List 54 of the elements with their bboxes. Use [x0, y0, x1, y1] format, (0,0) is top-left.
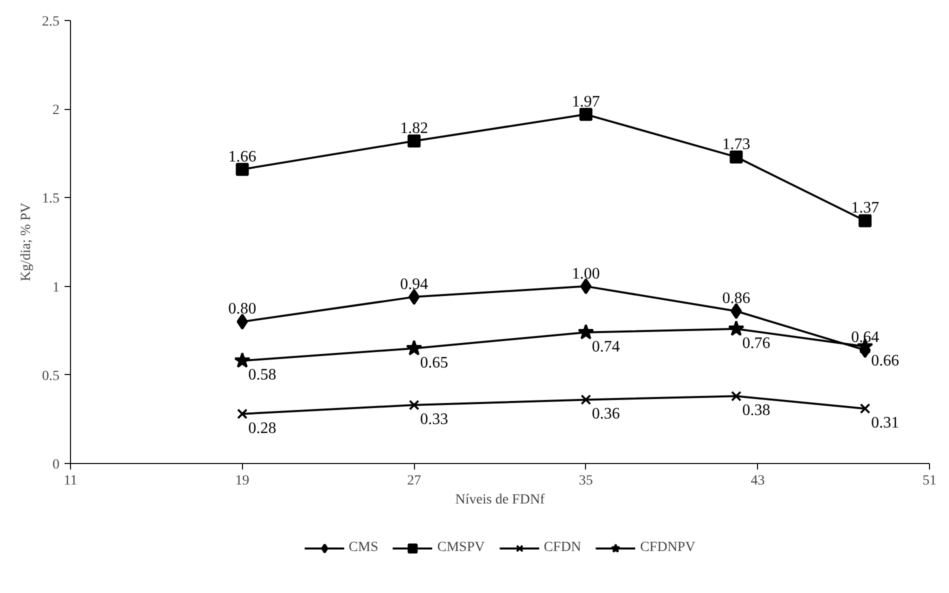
data-label: 0.94	[400, 276, 428, 293]
y-tick-label: 0.5	[42, 368, 60, 384]
data-label: 0.74	[592, 338, 620, 356]
point	[579, 108, 592, 121]
data-label: 1.66	[228, 148, 256, 166]
data-label: 1.97	[572, 93, 600, 110]
data-label: 0.64	[851, 329, 880, 346]
x-tick-label: 11	[64, 474, 78, 488]
legend-label: CMSPV	[437, 540, 485, 556]
point	[578, 324, 594, 340]
point	[406, 340, 422, 356]
x-tick-label: 43	[750, 474, 765, 488]
data-label: 0.66	[871, 352, 900, 370]
point	[408, 134, 421, 148]
point	[580, 394, 592, 405]
x-axis-title: Níveis de FDNf	[455, 492, 546, 508]
y-tick-label: 0	[52, 458, 60, 472]
y-axis-title: Kg/dia; % PV	[19, 202, 34, 282]
data-label: 0.31	[871, 414, 900, 432]
point	[234, 352, 250, 368]
data-label: 0.33	[420, 411, 448, 428]
point	[730, 150, 743, 164]
data-label: 0.65	[420, 354, 448, 372]
x-tick-label: 27	[407, 474, 422, 488]
data-label: 1.00	[572, 265, 600, 282]
legend-label: CFDNPV	[640, 540, 696, 556]
y-tick-label: 2.5	[42, 14, 60, 30]
data-label: 1.82	[400, 120, 428, 137]
data-label: 0.58	[248, 366, 276, 384]
data-label: 1.73	[722, 136, 750, 153]
x-tick-label: 51	[922, 474, 936, 488]
y-tick-label: 1	[52, 280, 60, 296]
point	[728, 320, 744, 336]
point	[237, 408, 248, 420]
data-label: 0.86	[722, 290, 750, 308]
data-label: 0.36	[592, 406, 620, 423]
data-label: 0.80	[228, 300, 256, 318]
point	[408, 288, 420, 305]
point	[408, 400, 420, 410]
y-tick-label: 1.5	[42, 192, 60, 207]
x-tick-label: 35	[578, 474, 593, 488]
point	[860, 403, 870, 414]
data-label: 0.38	[742, 402, 770, 420]
point	[730, 390, 742, 402]
point	[580, 278, 592, 294]
data-label: 0.28	[248, 420, 276, 437]
x-tick-label: 19	[235, 474, 250, 488]
y-tick-label: 2	[52, 103, 60, 118]
data-label: 0.76	[742, 334, 770, 352]
data-label: 1.37	[851, 200, 880, 217]
legend-label: CMS	[348, 540, 378, 556]
point	[858, 214, 872, 228]
legend-label: CFDN	[544, 540, 582, 556]
point	[236, 162, 249, 176]
